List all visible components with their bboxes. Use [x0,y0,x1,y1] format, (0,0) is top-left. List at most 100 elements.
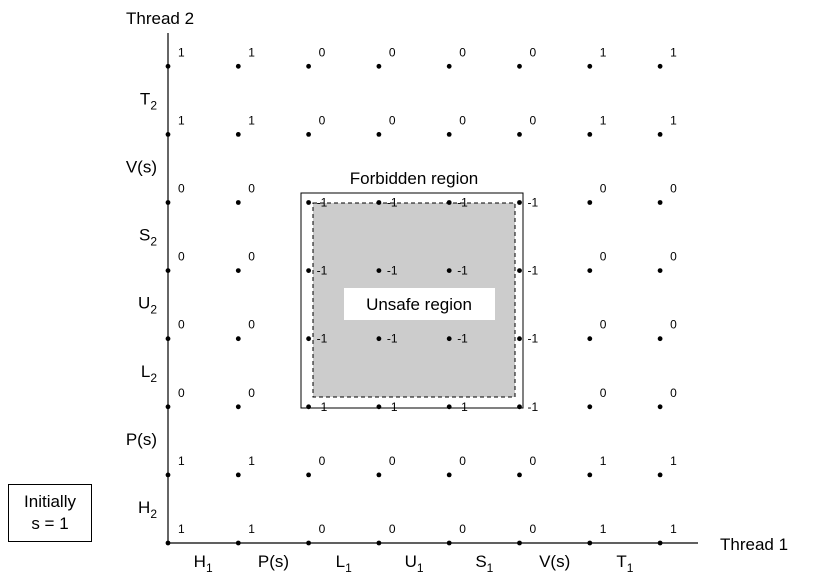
state-point-6-0 [587,540,593,546]
state-value-2-4: -1 [317,264,328,278]
state-point-7-7 [657,63,663,69]
state-point-1-6 [235,132,241,137]
unsafe-region-label: Unsafe region [366,295,472,314]
state-value-3-3: -1 [387,332,398,346]
state-point-2-7 [306,63,311,69]
state-point-3-2 [376,404,382,410]
state-value-1-5: 0 [248,182,255,196]
state-point-4-1 [446,472,452,478]
x-step-labels: H1 P(s) L1 U1 S1 V(s) T1 [194,552,634,575]
state-point-0-6 [165,132,171,137]
state-value-3-6: 0 [389,113,396,127]
state-value-1-7: 1 [248,45,255,59]
state-point-5-3 [517,336,522,342]
state-point-0-4 [165,268,171,273]
state-value-2-6: 0 [319,113,326,127]
state-point-2-0 [306,540,311,546]
state-value-4-4: -1 [457,264,468,278]
state-value-4-3: -1 [457,332,468,346]
state-point-4-7 [446,63,452,69]
state-point-7-6 [657,132,663,137]
forbidden-region-label: Forbidden region [350,169,479,188]
state-value-5-7: 0 [530,45,537,59]
state-value-0-5: 0 [178,182,185,196]
note-line-1: Initially [24,492,76,511]
state-value-3-0: 0 [389,522,396,536]
state-value-1-4: 0 [248,250,255,264]
state-point-1-0 [235,540,241,546]
y-axis-label: Thread 2 [126,9,194,28]
state-point-2-5 [306,200,311,205]
state-point-7-2 [657,404,663,410]
state-point-4-3 [446,336,452,342]
x-step-label-3: U1 [405,552,424,575]
x-step-label-1: P(s) [258,552,289,571]
state-point-4-2 [446,404,452,410]
y-step-labels: H2 P(s) L2 U2 S2 V(s) T2 [126,89,157,521]
state-value-0-2: 0 [178,386,185,400]
state-point-5-1 [517,472,522,478]
state-value-6-1: 1 [600,454,607,468]
state-value-3-4: -1 [387,264,398,278]
state-value-2-5: -1 [317,196,328,210]
state-point-7-5 [657,200,663,205]
state-value-3-5: -1 [387,196,398,210]
state-value-7-6: 1 [670,113,677,127]
state-value-4-2: -1 [457,400,468,414]
state-point-2-3 [306,336,311,342]
state-value-7-5: 0 [670,182,677,196]
state-value-5-4: -1 [528,264,539,278]
state-point-0-0 [165,540,171,546]
state-value-1-0: 1 [248,522,255,536]
state-value-7-1: 1 [670,454,677,468]
state-value-3-1: 0 [389,454,396,468]
state-point-3-6 [376,132,382,137]
state-value-7-3: 0 [670,318,677,332]
note-line-2: s = 1 [31,514,69,533]
state-point-0-5 [165,200,171,205]
state-point-1-5 [235,200,241,205]
unsafe-label-background [344,288,495,320]
state-point-2-2 [306,404,311,410]
state-point-1-2 [235,404,241,410]
state-point-5-5 [517,200,522,205]
state-value-4-0: 0 [459,522,466,536]
y-step-label-0: H2 [138,498,157,521]
state-value-5-1: 0 [530,454,537,468]
state-value-6-2: 0 [600,386,607,400]
state-value-0-6: 1 [178,113,185,127]
state-point-2-6 [306,132,311,137]
state-value-6-6: 1 [600,113,607,127]
y-step-label-6: T2 [140,89,157,112]
x-step-label-2: L1 [336,552,352,575]
state-value-7-0: 1 [670,522,677,536]
state-point-7-1 [657,472,663,478]
x-step-label-5: V(s) [539,552,570,571]
state-value-3-2: -1 [387,400,398,414]
state-value-5-2: -1 [528,400,539,414]
state-value-2-0: 0 [319,522,326,536]
state-point-6-1 [587,472,593,478]
state-value-1-3: 0 [248,318,255,332]
state-points [165,63,663,546]
state-point-4-4 [446,268,452,273]
state-point-3-4 [376,268,382,273]
state-value-0-7: 1 [178,45,185,59]
state-point-0-1 [165,472,171,478]
state-point-6-3 [587,336,593,342]
state-point-7-4 [657,268,663,273]
y-step-label-1: P(s) [126,430,157,449]
state-value-4-7: 0 [459,45,466,59]
state-value-2-2: -1 [317,400,328,414]
state-point-6-4 [587,268,593,273]
state-value-1-1: 1 [248,454,255,468]
state-value-0-1: 1 [178,454,185,468]
state-value-4-6: 0 [459,113,466,127]
state-value-6-7: 1 [600,45,607,59]
state-value-0-0: 1 [178,522,185,536]
state-point-6-5 [587,200,593,205]
state-value-1-2: 0 [248,386,255,400]
state-value-7-4: 0 [670,250,677,264]
state-value-4-1: 0 [459,454,466,468]
